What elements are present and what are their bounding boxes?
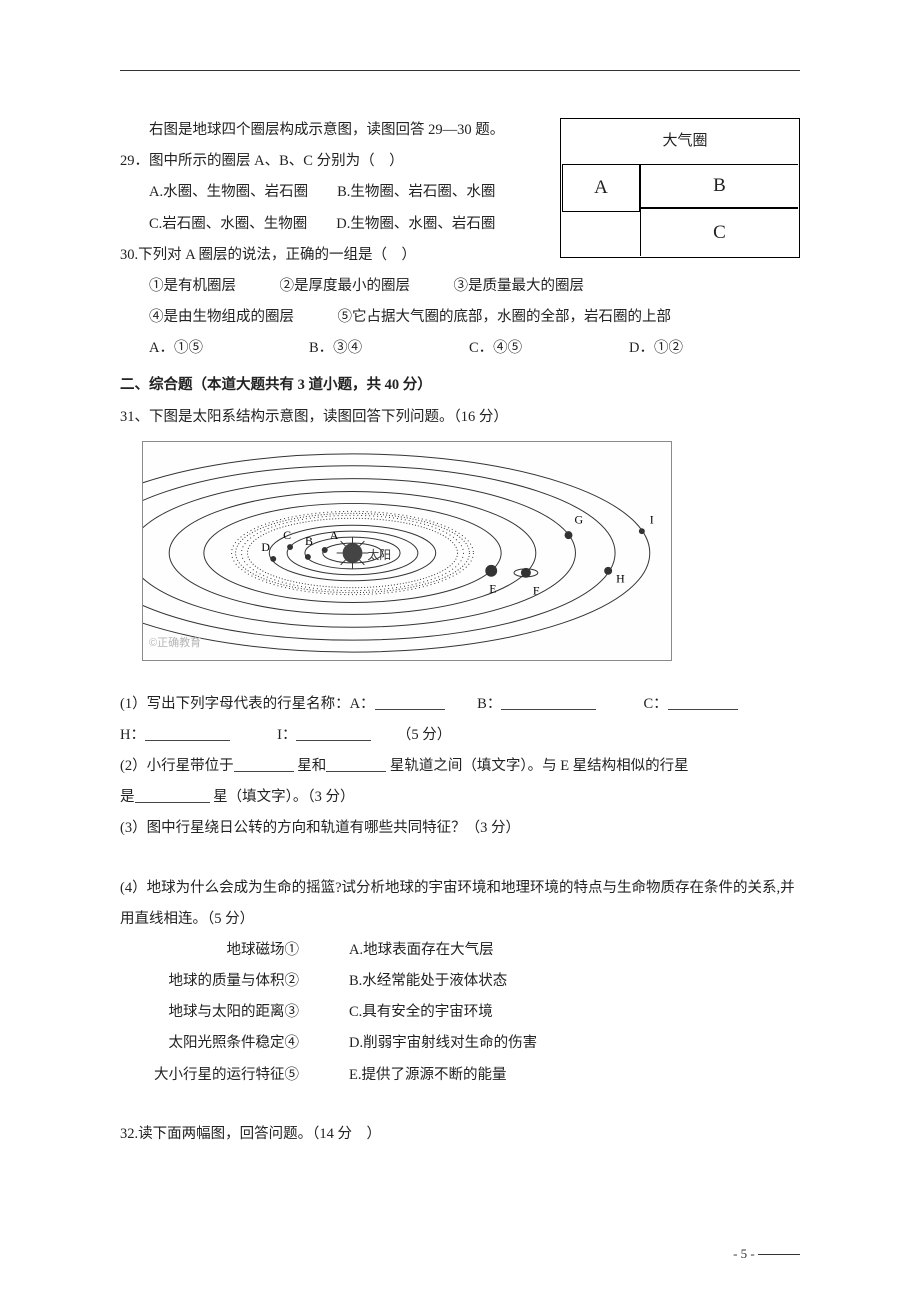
watermark: ©正确教育 — [149, 632, 201, 656]
m2l: 地球的质量与体积② — [149, 966, 349, 997]
svg-text:E: E — [489, 581, 496, 595]
m1r: A.地球表面存在大气层 — [349, 935, 629, 966]
q31-p1-line1: (1）写出下列字母代表的行星名称：A： B： C： — [120, 689, 800, 720]
q31-p2b: 星和 — [297, 758, 326, 774]
q31-p2-line2: 是 星（填文字）。（3 分） — [120, 782, 800, 813]
q31-p1a: (1）写出下列字母代表的行星名称：A： — [120, 696, 375, 712]
q31-p2c: 星轨道之间（填文字）。与 E 星结构相似的行星 — [390, 758, 689, 774]
blank-p2-1 — [234, 758, 294, 773]
q30-s2: ②是厚度最小的圈层 — [280, 278, 411, 294]
q29-row2: C.岩石圈、水圈、生物圈 D.生物圈、水圈、岩石圈 — [120, 209, 800, 240]
q30-stmts1: ①是有机圈层 ②是厚度最小的圈层 ③是质量最大的圈层 — [120, 271, 800, 302]
q29-A: A.水圈、生物圈、岩石圈 — [149, 184, 308, 200]
q31-p2e: 星（填文字）。（3 分） — [213, 789, 354, 805]
q31-p1b: B： — [448, 696, 501, 712]
q31-p2-line1: (2）小行星带位于 星和 星轨道之间（填文字）。与 E 星结构相似的行星 — [120, 751, 800, 782]
q29-D: D.生物圈、水圈、岩石圈 — [336, 216, 495, 232]
m4r: D.削弱宇宙射线对生命的伤害 — [349, 1028, 629, 1059]
q30-A: A．①⑤ — [149, 333, 309, 364]
q31-p4: (4）地球为什么会成为生命的摇篮?试分析地球的宇宙环境和地理环境的特点与生命物质… — [120, 873, 800, 935]
m4l: 太阳光照条件稳定④ — [149, 1028, 349, 1059]
q31-p1-line2: H： I： （5 分） — [120, 720, 800, 751]
svg-text:I: I — [650, 512, 654, 526]
q30-options: A．①⑤ B．③④ C．④⑤ D．①② — [120, 333, 800, 364]
footer-line — [758, 1254, 800, 1255]
q29-stem: 29．图中所示的圈层 A、B、C 分别为（ ） — [120, 146, 800, 177]
q31-p2a: (2）小行星带位于 — [120, 758, 234, 774]
m5r: E.提供了源源不断的能量 — [349, 1060, 629, 1091]
m5l: 大小行星的运行特征⑤ — [149, 1060, 349, 1091]
m1l: 地球磁场① — [149, 935, 349, 966]
q31-stem: 31、下图是太阳系结构示意图，读图回答下列问题。（16 分） — [120, 402, 800, 433]
q29-row1: A.水圈、生物圈、岩石圈 B.生物圈、岩石圈、水圈 — [120, 177, 800, 208]
page-footer: - 5 - — [733, 1246, 800, 1262]
q31-p1c: C： — [600, 696, 668, 712]
q31-p1h: H： — [120, 727, 145, 743]
blank-p2-3 — [135, 789, 210, 804]
q30-s5: ⑤它占据大气圈的底部，水圈的全部，岩石圈的上部 — [338, 309, 672, 325]
svg-text:B: B — [305, 534, 313, 548]
q30-C: C．④⑤ — [469, 333, 629, 364]
q30-stem: 30.下列对 A 圈层的说法，正确的一组是（ ） — [120, 240, 800, 271]
solar-svg: 太阳 A B — [143, 442, 671, 660]
q30-D: D．①② — [629, 333, 789, 364]
q30-B: B．③④ — [309, 333, 469, 364]
svg-text:F: F — [533, 583, 540, 597]
q29-B: B.生物圈、岩石圈、水圈 — [337, 184, 495, 200]
blank-B — [501, 695, 596, 710]
blank-p2-2 — [326, 758, 386, 773]
q30-stmts2: ④是由生物组成的圈层 ⑤它占据大气圈的底部，水圈的全部，岩石圈的上部 — [120, 302, 800, 333]
q31-p1score: （5 分） — [375, 727, 451, 743]
blank-H — [145, 726, 230, 741]
sun-label: 太阳 — [367, 548, 391, 562]
svg-text:A: A — [330, 528, 339, 542]
q31-p1i: I： — [234, 727, 297, 743]
q30-s4: ④是由生物组成的圈层 — [149, 309, 294, 325]
svg-text:G: G — [574, 512, 583, 526]
blank-C — [668, 695, 738, 710]
m3l: 地球与太阳的距离③ — [149, 997, 349, 1028]
intro-29-30: 右图是地球四个圈层构成示意图，读图回答 29—30 题。 — [120, 115, 800, 146]
section2-title: 二、综合题（本道大题共有 3 道小题，共 40 分） — [120, 370, 800, 401]
m2r: B.水经常能处于液体状态 — [349, 966, 629, 997]
q29-C: C.岩石圈、水圈、生物圈 — [149, 216, 307, 232]
svg-text:H: H — [616, 571, 625, 585]
solar-system-figure: 太阳 A B — [142, 441, 672, 661]
q30-s1: ①是有机圈层 — [149, 278, 236, 294]
q31-p3: (3）图中行星绕日公转的方向和轨道有哪些共同特征？（3 分） — [120, 813, 800, 844]
blank-I — [296, 726, 371, 741]
m3r: C.具有安全的宇宙环境 — [349, 997, 629, 1028]
svg-text:D: D — [261, 540, 270, 554]
svg-text:C: C — [283, 528, 291, 542]
blank-A — [375, 695, 445, 710]
q30-s3: ③是质量最大的圈层 — [454, 278, 585, 294]
match-table: 地球磁场①A.地球表面存在大气层 地球的质量与体积②B.水经常能处于液体状态 地… — [120, 935, 800, 1091]
q31-p2d: 是 — [120, 789, 135, 805]
page-number: - 5 - — [733, 1246, 755, 1261]
q32-stem: 32.读下面两幅图，回答问题。（14 分 ） — [120, 1119, 800, 1150]
